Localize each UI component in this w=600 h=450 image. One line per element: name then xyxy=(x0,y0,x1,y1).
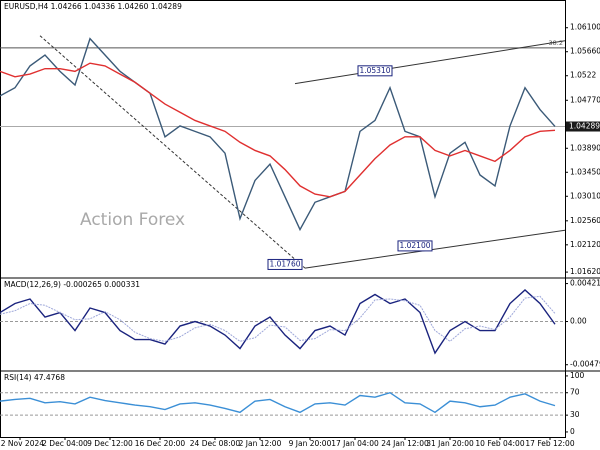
price-label-box xyxy=(267,258,303,270)
x-tick-label: 2 Jan 12:00 xyxy=(239,439,282,448)
panel-title: MACD(12,26,9) -0.000265 0.000331 xyxy=(4,280,140,289)
last-price-label: 1.04289 xyxy=(569,122,600,131)
x-tick-label: 17 Feb 12:00 xyxy=(525,439,574,448)
trendline xyxy=(304,229,566,269)
y-tick-label: 1.03010 xyxy=(570,191,600,200)
price-label: 1.05310 xyxy=(359,66,390,75)
watermark: Action Forex xyxy=(80,210,185,230)
y-tick-label: 0.004212 xyxy=(570,279,600,288)
x-tick-label: 17 Jan 04:00 xyxy=(331,439,379,448)
trendline xyxy=(39,35,306,269)
x-tick-label: 22 Nov 2024 xyxy=(0,439,44,448)
y-tick-label: 1.02120 xyxy=(570,240,600,249)
x-tick-label: 9 Jan 20:00 xyxy=(289,439,332,448)
price-label: 1.01760 xyxy=(269,259,300,268)
y-tick-label: -0.004794 xyxy=(570,360,600,369)
y-tick-label: 100 xyxy=(570,371,585,380)
y-tick-label: 1.03890 xyxy=(570,143,600,152)
x-tick-label: 2 Dec 04:00 xyxy=(42,439,88,448)
price-label-box xyxy=(357,65,393,77)
y-tick-label: 1.0522 xyxy=(570,71,596,80)
series-line xyxy=(0,37,556,232)
y-tick-label: 1.02560 xyxy=(570,216,600,225)
series-line xyxy=(0,62,556,198)
y-tick-label: 0.00 xyxy=(570,317,587,326)
trendline xyxy=(294,40,566,85)
x-tick-label: 10 Feb 04:00 xyxy=(475,439,524,448)
y-tick-label: 30 xyxy=(570,410,580,419)
x-tick-label: 24 Jan 12:00 xyxy=(381,439,429,448)
y-tick-label: 1.06100 xyxy=(570,23,600,32)
price-label-box xyxy=(397,240,433,252)
y-tick-label: 1.03450 xyxy=(570,167,600,176)
y-tick-label: 70 xyxy=(570,388,580,397)
x-tick-label: 9 Dec 12:00 xyxy=(87,439,133,448)
y-tick-label: 1.04770 xyxy=(570,95,600,104)
panel-title: EURUSD,H4 1.04266 1.04336 1.04260 1.0428… xyxy=(4,2,182,11)
last-price-box xyxy=(566,121,600,132)
series-line xyxy=(0,391,556,414)
price-label: 1.02100 xyxy=(399,241,430,250)
series-line xyxy=(0,295,556,342)
y-tick-label: 1.05660 xyxy=(570,47,600,56)
x-tick-label: 31 Jan 20:00 xyxy=(426,439,474,448)
frame xyxy=(0,0,566,438)
y-tick-label: 0 xyxy=(570,427,575,436)
panel-title: RSI(14) 47.4768 xyxy=(4,373,65,382)
fib-label: 38.2 xyxy=(549,39,563,47)
x-tick-label: 24 Dec 08:00 xyxy=(190,439,241,448)
y-tick-label: 1.01620 xyxy=(570,267,600,276)
x-tick-label: 16 Dec 20:00 xyxy=(135,439,186,448)
